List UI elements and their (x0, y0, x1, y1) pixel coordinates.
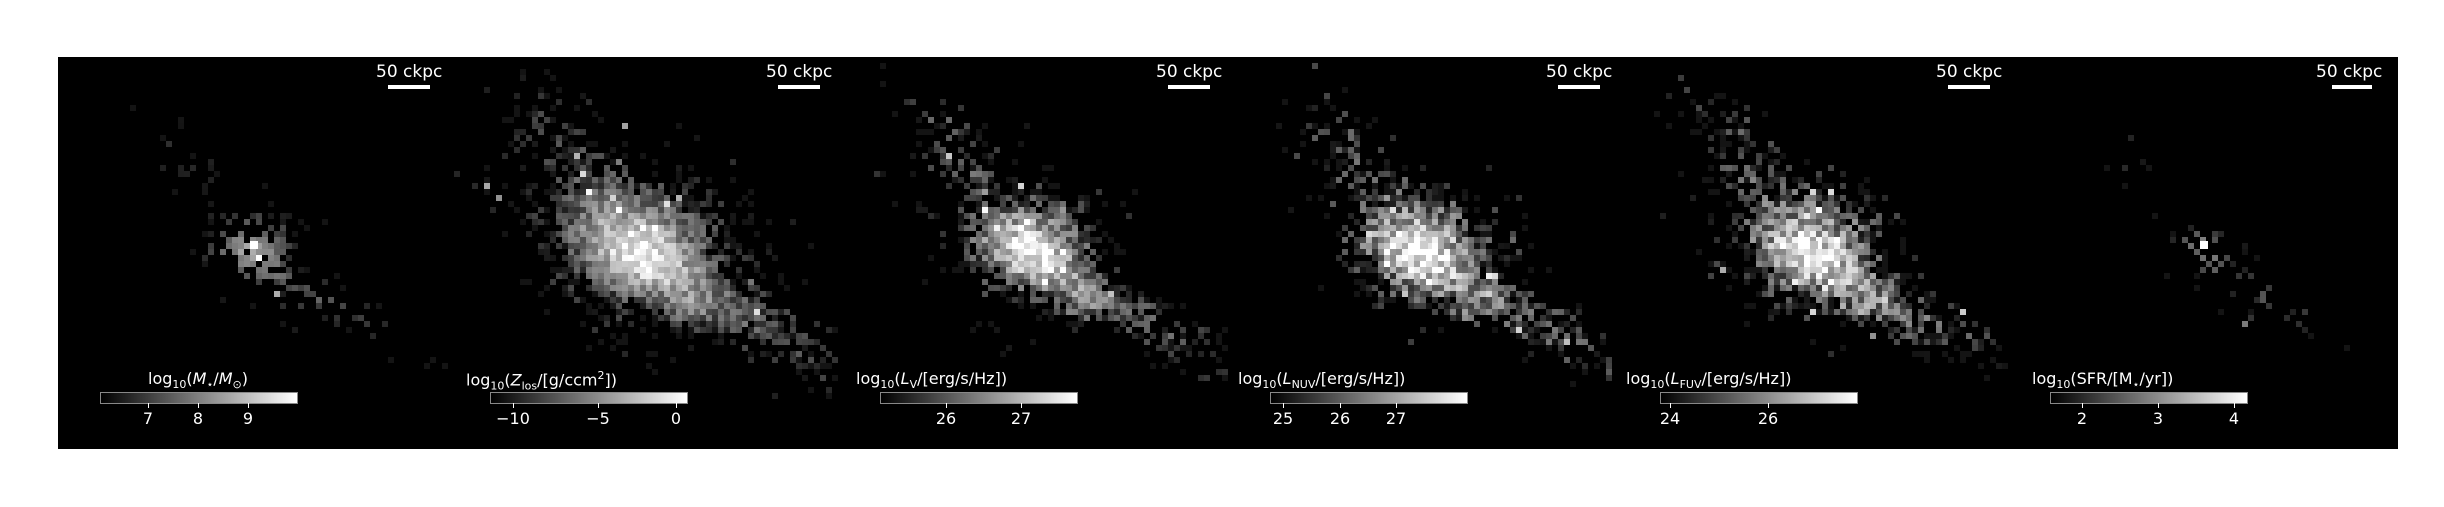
colorbar-tick (1340, 403, 1341, 408)
colorbar-title: log10(Zlos/[g/ccm2]) (466, 369, 617, 393)
scalebar-label: 50 ckpc (1546, 62, 1613, 82)
colorbar-tick (198, 403, 199, 408)
nuv-luminosity-map-image (1276, 63, 1612, 387)
colorbar-tick-label: 0 (670, 409, 682, 428)
scalebar-line (1168, 85, 1210, 89)
colorbar-tick-label: 25 (1272, 409, 1294, 428)
scalebar-label: 50 ckpc (1156, 62, 1223, 82)
colorbar (880, 392, 1078, 404)
colorbar-tick-label: 4 (2228, 409, 2240, 428)
colorbar-tick (2158, 403, 2159, 408)
colorbar-tick (513, 403, 514, 408)
colorbar-title: log10(LNUV/[erg/s/Hz]) (1238, 369, 1406, 392)
colorbar-tick (2082, 403, 2083, 408)
v-band-luminosity-map-panel: 50 ckpc log10(LV/[erg/s/Hz]) 26 27 (838, 57, 1228, 449)
colorbar-title: log10(SFR/[M⋆/yr]) (2032, 369, 2174, 392)
colorbar-tick (1021, 403, 1022, 408)
colorbar-tick (946, 403, 947, 408)
colorbar-tick-label: 7 (142, 409, 154, 428)
star-formation-rate-map-image (2104, 135, 2350, 351)
metal-column-density-map-panel: 50 ckpc log10(Zlos/[g/ccm2]) −10 −5 0 (448, 57, 838, 449)
colorbar-title: log10(M⋆/M⊙) (148, 369, 249, 392)
colorbar-tick (598, 403, 599, 408)
colorbar-tick-label: −5 (586, 409, 610, 428)
colorbar-tick-label: 24 (1659, 409, 1681, 428)
colorbar-tick-label: 26 (1757, 409, 1779, 428)
colorbar-tick (248, 403, 249, 408)
scalebar-line (1948, 85, 1990, 89)
colorbar-title: log10(LFUV/[erg/s/Hz]) (1626, 369, 1792, 392)
colorbar-tick (676, 403, 677, 408)
colorbar-tick-label: 27 (1010, 409, 1032, 428)
colorbar-tick-label: −10 (496, 409, 530, 428)
colorbar-tick (1396, 403, 1397, 408)
colorbar-tick-label: 27 (1385, 409, 1407, 428)
colorbar-tick-label: 2 (2076, 409, 2088, 428)
fuv-luminosity-map-panel: 50 ckpc log10(LFUV/[erg/s/Hz]) 24 26 (1618, 57, 2008, 449)
scalebar-line (388, 85, 430, 89)
metal-column-density-map-image (454, 69, 838, 399)
scalebar-line (778, 85, 820, 89)
fuv-luminosity-map-image (1654, 75, 2008, 381)
stellar-mass-map-image (130, 105, 448, 369)
scalebar-label: 50 ckpc (1936, 62, 2003, 82)
colorbar-tick (148, 403, 149, 408)
scalebar-label: 50 ckpc (2316, 62, 2383, 82)
v-band-luminosity-map-image (874, 63, 1228, 381)
colorbar (1660, 392, 1858, 404)
colorbar-tick-label: 3 (2152, 409, 2164, 428)
colorbar-tick-label: 26 (1329, 409, 1351, 428)
colorbar-tick-label: 26 (935, 409, 957, 428)
scalebar-line (1558, 85, 1600, 89)
stellar-mass-map-panel: 50 ckpc log10(M⋆/M⊙) 7 8 9 (58, 57, 448, 449)
colorbar (1270, 392, 1468, 404)
scalebar-label: 50 ckpc (766, 62, 833, 82)
colorbar (2050, 392, 2248, 404)
scalebar-line (2332, 85, 2372, 89)
colorbar-tick (1670, 403, 1671, 408)
colorbar-tick (2234, 403, 2235, 408)
colorbar-title: log10(LV/[erg/s/Hz]) (856, 369, 1008, 392)
colorbar (100, 392, 298, 404)
scalebar-label: 50 ckpc (376, 62, 443, 82)
colorbar (490, 392, 688, 404)
colorbar-tick (1768, 403, 1769, 408)
colorbar-tick-label: 8 (192, 409, 204, 428)
nuv-luminosity-map-panel: 50 ckpc log10(LNUV/[erg/s/Hz]) 25 26 27 (1228, 57, 1618, 449)
star-formation-rate-map-panel: 50 ckpc log10(SFR/[M⋆/yr]) 2 3 4 (2008, 57, 2398, 449)
colorbar-tick (1283, 403, 1284, 408)
colorbar-tick-label: 9 (242, 409, 254, 428)
